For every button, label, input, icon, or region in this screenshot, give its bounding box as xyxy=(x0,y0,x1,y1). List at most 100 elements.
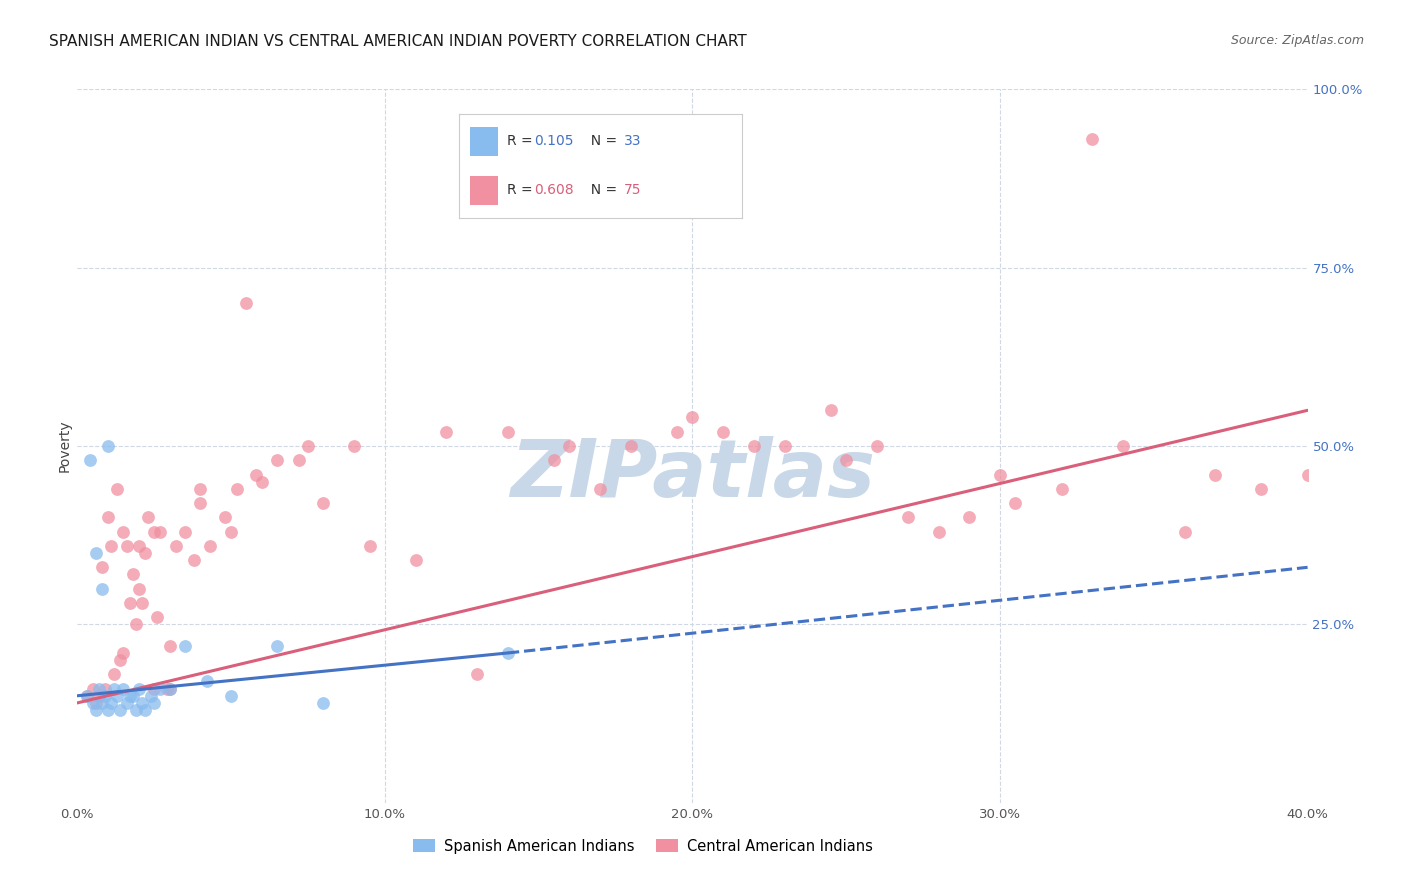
Point xyxy=(112,646,135,660)
Point xyxy=(1050,482,1073,496)
Point xyxy=(143,681,166,696)
Point xyxy=(149,524,172,539)
Point xyxy=(183,553,205,567)
Point xyxy=(76,689,98,703)
Point xyxy=(128,539,150,553)
Point xyxy=(84,703,107,717)
Point xyxy=(1081,132,1104,146)
Point xyxy=(1112,439,1135,453)
Point xyxy=(103,681,125,696)
Point xyxy=(118,596,141,610)
Point xyxy=(110,703,132,717)
Point xyxy=(1250,482,1272,496)
Point xyxy=(245,467,267,482)
Point xyxy=(773,439,796,453)
Point xyxy=(235,296,257,310)
Point xyxy=(87,689,110,703)
Point xyxy=(214,510,236,524)
Point xyxy=(188,482,212,496)
Point xyxy=(820,403,842,417)
Point xyxy=(121,689,143,703)
Point xyxy=(188,496,212,510)
Point xyxy=(1174,524,1197,539)
Point xyxy=(79,453,101,467)
Point xyxy=(155,681,177,696)
Point xyxy=(219,524,242,539)
Point xyxy=(835,453,858,467)
Point xyxy=(266,453,288,467)
Point xyxy=(1296,467,1319,482)
Point xyxy=(105,689,128,703)
Point xyxy=(312,696,335,710)
Point xyxy=(103,667,125,681)
Point xyxy=(405,553,427,567)
Point xyxy=(141,689,163,703)
Point xyxy=(115,696,138,710)
Point xyxy=(105,482,128,496)
Point xyxy=(897,510,920,524)
Point xyxy=(134,546,156,560)
Point xyxy=(198,539,221,553)
Point xyxy=(666,425,689,439)
Point xyxy=(100,696,122,710)
Point xyxy=(128,582,150,596)
Point xyxy=(84,696,107,710)
Point xyxy=(496,425,519,439)
Point xyxy=(84,546,107,560)
Point xyxy=(496,646,519,660)
Point xyxy=(711,425,734,439)
Point xyxy=(219,689,242,703)
Point xyxy=(1004,496,1026,510)
Point xyxy=(988,467,1011,482)
Point xyxy=(543,453,565,467)
Point xyxy=(90,560,114,574)
Point xyxy=(82,681,104,696)
Point xyxy=(682,410,704,425)
Point xyxy=(131,596,153,610)
Point xyxy=(136,510,159,524)
Point xyxy=(589,482,612,496)
Point xyxy=(100,539,122,553)
Point xyxy=(121,567,143,582)
Point xyxy=(957,510,980,524)
Point xyxy=(174,524,197,539)
Point xyxy=(115,539,138,553)
Point xyxy=(297,439,319,453)
Point xyxy=(359,539,381,553)
Text: ZIPatlas: ZIPatlas xyxy=(510,435,875,514)
Point xyxy=(620,439,643,453)
Point xyxy=(159,639,181,653)
Point xyxy=(146,610,169,624)
Point xyxy=(143,524,166,539)
Point xyxy=(110,653,132,667)
Point xyxy=(76,689,98,703)
Point xyxy=(90,582,114,596)
Point xyxy=(928,524,950,539)
Point xyxy=(112,681,135,696)
Point xyxy=(195,674,218,689)
Point xyxy=(288,453,311,467)
Point xyxy=(465,667,488,681)
Point xyxy=(159,681,181,696)
Point xyxy=(94,689,117,703)
Point xyxy=(82,696,104,710)
Point xyxy=(1204,467,1226,482)
Point xyxy=(558,439,581,453)
Point xyxy=(312,496,335,510)
Point xyxy=(742,439,765,453)
Text: Source: ZipAtlas.com: Source: ZipAtlas.com xyxy=(1230,34,1364,47)
Point xyxy=(94,681,117,696)
Point xyxy=(149,681,172,696)
Point xyxy=(112,524,135,539)
Point xyxy=(90,696,114,710)
Point xyxy=(159,681,181,696)
Point xyxy=(97,439,120,453)
Point xyxy=(226,482,249,496)
Y-axis label: Poverty: Poverty xyxy=(58,420,72,472)
Point xyxy=(174,639,197,653)
Point xyxy=(118,689,141,703)
Point xyxy=(866,439,889,453)
Legend: Spanish American Indians, Central American Indians: Spanish American Indians, Central Americ… xyxy=(408,833,879,860)
Point xyxy=(266,639,288,653)
Point xyxy=(143,696,166,710)
